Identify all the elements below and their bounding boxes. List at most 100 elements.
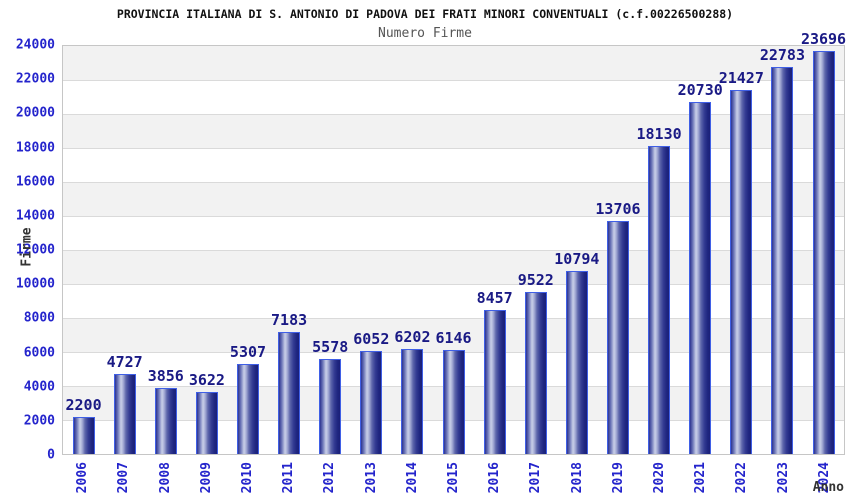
x-slot-2017: 2017 bbox=[515, 456, 556, 500]
y-tick-label: 8000 bbox=[23, 310, 55, 326]
bar-2010 bbox=[236, 363, 259, 454]
bar-slot-2012: 5578 bbox=[310, 46, 351, 454]
x-tick-label: 2021 bbox=[693, 462, 709, 494]
gridline bbox=[63, 317, 844, 319]
bar-value-label: 5307 bbox=[229, 342, 267, 361]
y-axis-title: Firme bbox=[19, 227, 35, 267]
x-tick-label: 2017 bbox=[528, 462, 544, 494]
bar-slot-2018: 10794 bbox=[554, 46, 600, 454]
x-slot-2010: 2010 bbox=[227, 456, 268, 500]
bar-value-label: 20730 bbox=[677, 80, 723, 99]
y-tick-label: 20000 bbox=[15, 105, 55, 121]
y-tick-label: 16000 bbox=[15, 174, 55, 190]
bar-slot-2020: 18130 bbox=[636, 46, 682, 454]
x-slot-2023: 2023 bbox=[762, 456, 803, 500]
bar-2023 bbox=[771, 66, 794, 454]
bar-2007 bbox=[113, 373, 136, 454]
bar-2021 bbox=[689, 101, 712, 454]
x-tick-label: 2023 bbox=[775, 462, 791, 494]
x-slot-2021: 2021 bbox=[680, 456, 721, 500]
bar-value-label: 6202 bbox=[394, 327, 431, 346]
x-tick-label: 2006 bbox=[75, 462, 91, 494]
x-slot-2015: 2015 bbox=[433, 456, 474, 500]
bar-2022 bbox=[730, 89, 753, 454]
x-tick-label: 2007 bbox=[116, 462, 132, 494]
y-tick-label: 6000 bbox=[23, 345, 55, 360]
bar-slot-2023: 22783 bbox=[759, 45, 805, 454]
bar-2015 bbox=[442, 349, 465, 454]
bar-value-label: 3622 bbox=[188, 371, 225, 390]
x-tick-label: 2013 bbox=[363, 462, 379, 494]
bar-2020 bbox=[648, 145, 671, 454]
bar-value-label: 21427 bbox=[718, 68, 764, 87]
bar-slot-2016: 8457 bbox=[474, 46, 515, 454]
bar-2016 bbox=[483, 310, 506, 454]
x-slot-2011: 2011 bbox=[268, 456, 309, 500]
bar-value-label: 6052 bbox=[353, 330, 390, 349]
x-slot-2014: 2014 bbox=[392, 456, 433, 500]
gridline bbox=[63, 216, 844, 217]
gridline bbox=[63, 250, 844, 251]
bar-value-label: 18130 bbox=[636, 124, 682, 143]
bar-slot-2006: 2200 bbox=[63, 46, 104, 454]
bar-2011 bbox=[278, 331, 301, 454]
bar-2019 bbox=[606, 221, 629, 454]
bar-value-label: 8457 bbox=[476, 289, 513, 308]
x-slot-2019: 2019 bbox=[598, 456, 639, 500]
bar-2012 bbox=[319, 359, 342, 454]
x-slot-2006: 2006 bbox=[62, 456, 103, 500]
chart-title: PROVINCIA ITALIANA DI S. ANTONIO DI PADO… bbox=[116, 7, 734, 21]
bar-value-label: 10794 bbox=[554, 249, 600, 268]
x-slot-2018: 2018 bbox=[556, 456, 597, 500]
y-axis: 0 2000 4000 6000 8000 10000 12000 14000 16000 180… bbox=[0, 39, 55, 462]
y-tick-label: 22000 bbox=[15, 71, 55, 87]
x-slot-2012: 2012 bbox=[309, 456, 350, 500]
bar-value-label: 22783 bbox=[759, 45, 805, 64]
bar-value-label: 3856 bbox=[147, 367, 184, 386]
x-tick-label: 2010 bbox=[239, 462, 255, 494]
bar-slot-2017: 9522 bbox=[515, 46, 556, 454]
y-tick-label: 18000 bbox=[15, 140, 55, 155]
bar-slot-2021: 20730 bbox=[677, 46, 723, 454]
x-slot-2013: 2013 bbox=[350, 456, 391, 500]
bar-slot-2022: 21427 bbox=[718, 46, 764, 454]
y-tick-label: 24000 bbox=[15, 37, 55, 53]
bar-slot-2010: 5307 bbox=[227, 46, 268, 454]
y-tick-label: 2000 bbox=[23, 413, 55, 429]
gridline bbox=[63, 148, 844, 149]
bar-2024 bbox=[812, 51, 835, 454]
y-tick-label: 10000 bbox=[15, 276, 55, 292]
gridline bbox=[63, 113, 844, 115]
gridline bbox=[63, 79, 844, 81]
bar-2008 bbox=[154, 388, 177, 454]
x-tick-label: 2022 bbox=[734, 462, 750, 494]
bar-2017 bbox=[524, 292, 547, 454]
bar-slot-2011: 7183 bbox=[269, 46, 310, 454]
bar-slot-2007: 4727 bbox=[104, 46, 145, 454]
x-slot-2016: 2016 bbox=[474, 456, 515, 500]
bar-value-label: 23696 bbox=[800, 30, 847, 49]
x-slot-2009: 2009 bbox=[186, 456, 227, 500]
x-tick-label: 2012 bbox=[322, 462, 338, 494]
y-tick-label: 0 bbox=[47, 447, 55, 463]
bar-slot-2008: 3856 bbox=[145, 46, 186, 454]
bar-slot-2013: 6052 bbox=[351, 46, 392, 454]
y-tick-label: 4000 bbox=[23, 379, 55, 395]
x-tick-label: 2008 bbox=[157, 462, 173, 494]
gridline bbox=[63, 284, 844, 285]
bar-2009 bbox=[195, 392, 218, 454]
bar-slot-2015: 6146 bbox=[433, 46, 474, 454]
bar-value-label: 2200 bbox=[65, 395, 102, 414]
y-tick-label: 12000 bbox=[15, 242, 55, 258]
gridline bbox=[63, 181, 844, 183]
bar-2014 bbox=[401, 348, 424, 454]
chart-subtitle: Numero Firme bbox=[378, 26, 472, 41]
plot-area: 2200 4727 3856 3622 5307 7183 5578 6052 6202 6146… bbox=[62, 32, 846, 455]
bar-slot-2014: 6202 bbox=[392, 46, 433, 454]
x-axis-title: Anno bbox=[812, 480, 844, 495]
bar-slot-2024: 23696 bbox=[801, 32, 846, 454]
bar-slot-2009: 3622 bbox=[186, 46, 227, 454]
bar-value-label: 6146 bbox=[435, 328, 472, 347]
bar-2013 bbox=[360, 351, 383, 454]
